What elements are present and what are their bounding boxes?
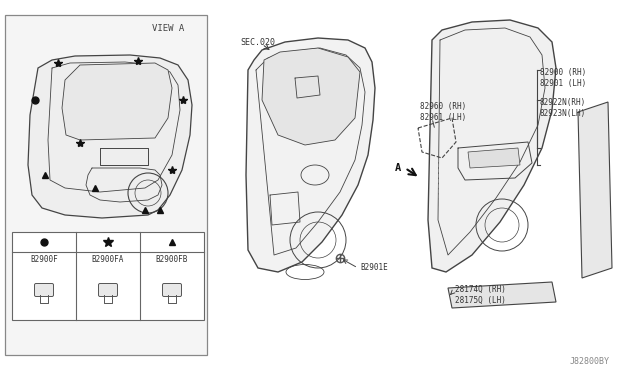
- Bar: [12, 232, 204, 320]
- Text: 82960 (RH)
82961 (LH): 82960 (RH) 82961 (LH): [420, 102, 467, 122]
- FancyBboxPatch shape: [99, 283, 118, 296]
- Text: VIEW A: VIEW A: [152, 23, 184, 32]
- Polygon shape: [262, 48, 360, 145]
- Text: 82900 (RH)
82901 (LH): 82900 (RH) 82901 (LH): [540, 68, 586, 88]
- Polygon shape: [428, 20, 556, 272]
- Text: 82922N(RH)
82923N(LH): 82922N(RH) 82923N(LH): [540, 98, 586, 118]
- Polygon shape: [28, 55, 192, 218]
- Polygon shape: [62, 63, 172, 140]
- Text: B2900FA: B2900FA: [92, 256, 124, 264]
- Text: 28174Q (RH)
28175Q (LH): 28174Q (RH) 28175Q (LH): [455, 285, 506, 305]
- Text: B2901E: B2901E: [360, 263, 388, 273]
- Text: J82800BY: J82800BY: [570, 357, 610, 366]
- FancyBboxPatch shape: [35, 283, 54, 296]
- FancyBboxPatch shape: [163, 283, 182, 296]
- Polygon shape: [468, 148, 520, 168]
- Text: B2900FB: B2900FB: [156, 256, 188, 264]
- Polygon shape: [246, 38, 375, 272]
- Text: A: A: [395, 163, 401, 173]
- Polygon shape: [448, 282, 556, 308]
- Text: B2900F: B2900F: [30, 256, 58, 264]
- Bar: [5, 15, 207, 355]
- Polygon shape: [578, 102, 612, 278]
- Text: SEC.020: SEC.020: [240, 38, 275, 46]
